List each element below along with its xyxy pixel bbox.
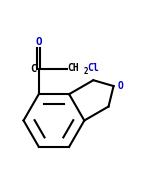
Text: O: O xyxy=(117,81,123,91)
Text: Cl: Cl xyxy=(87,63,99,73)
Text: C: C xyxy=(31,64,37,74)
Text: CH: CH xyxy=(67,63,79,73)
Text: O: O xyxy=(35,37,42,47)
Text: 2: 2 xyxy=(84,67,88,76)
